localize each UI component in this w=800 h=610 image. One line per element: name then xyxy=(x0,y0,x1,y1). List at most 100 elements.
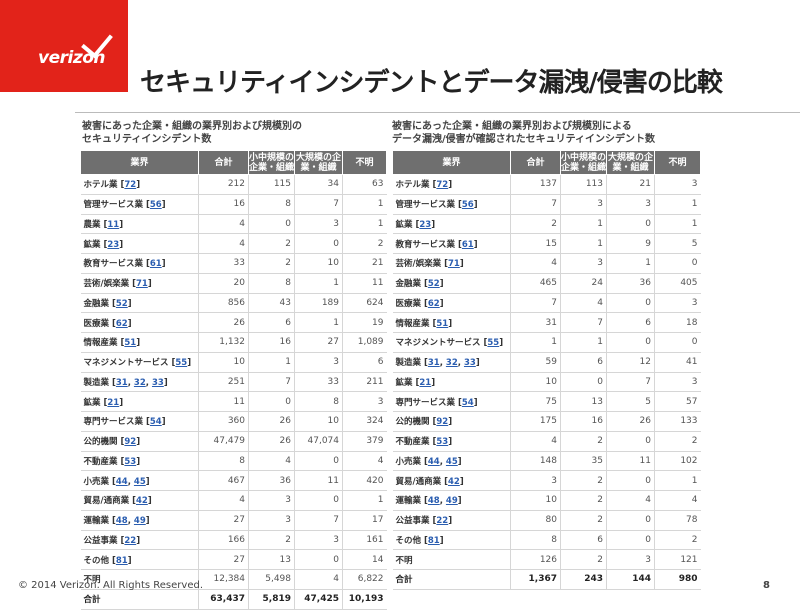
naics-code-link[interactable]: 44 xyxy=(427,456,440,467)
value-cell: 10 xyxy=(294,411,343,432)
industry-cell: 小売業 [44, 45] xyxy=(80,470,199,491)
value-cell: 26 xyxy=(198,312,249,333)
naics-code-link[interactable]: 32 xyxy=(133,377,146,388)
value-cell: 9 xyxy=(606,233,655,254)
value-cell: 2 xyxy=(560,431,607,452)
naics-code-link[interactable]: 11 xyxy=(107,219,120,230)
naics-code-link[interactable]: 56 xyxy=(149,200,162,211)
industry-cell: 医療業 [62] xyxy=(80,312,199,333)
industry-name: 情報産業 xyxy=(83,338,118,349)
naics-code-link[interactable]: 21 xyxy=(107,397,120,408)
page-number: 8 xyxy=(763,580,770,591)
naics-code-link[interactable]: 92 xyxy=(436,417,449,428)
industry-cell: 教育サービス業 [61] xyxy=(392,233,511,254)
value-cell: 26 xyxy=(606,411,655,432)
column-header: 業界 xyxy=(80,150,199,175)
naics-code-link[interactable]: 23 xyxy=(107,239,120,250)
value-cell: 0 xyxy=(294,490,343,511)
naics-code-link[interactable]: 54 xyxy=(149,417,162,428)
naics-code-link[interactable]: 42 xyxy=(447,476,460,487)
naics-code-link[interactable]: 56 xyxy=(461,200,474,211)
industry-cell: 教育サービス業 [61] xyxy=(80,253,199,274)
naics-code-link[interactable]: 44 xyxy=(115,476,128,487)
naics-code-link[interactable]: 52 xyxy=(115,298,128,309)
naics-code-link[interactable]: 33 xyxy=(151,377,164,388)
value-cell: 10 xyxy=(510,490,561,511)
table-row: ホテル業 [72] 212 115 34 63 xyxy=(80,174,387,195)
naics-code-link[interactable]: 45 xyxy=(445,456,458,467)
value-cell: 3 xyxy=(294,352,343,373)
naics-code-link[interactable]: 71 xyxy=(447,259,460,270)
naics-code-link[interactable]: 51 xyxy=(124,338,137,349)
naics-code-link[interactable]: 48 xyxy=(427,496,440,507)
value-cell: 26 xyxy=(248,411,295,432)
naics-code-link[interactable]: 31 xyxy=(427,358,440,369)
industry-cell: 医療業 [62] xyxy=(392,293,511,314)
value-cell: 8 xyxy=(248,194,295,215)
naics-code-link[interactable]: 49 xyxy=(445,496,458,507)
naics-code-link[interactable]: 42 xyxy=(135,496,148,507)
industry-name: 専門サービス業 xyxy=(395,397,456,408)
column-header: 合計 xyxy=(510,150,561,175)
naics-code-link[interactable]: 61 xyxy=(149,259,162,270)
value-cell: 126 xyxy=(510,549,561,570)
value-cell: 16 xyxy=(198,194,249,215)
industry-cell: 合計 xyxy=(80,589,199,610)
table-row: 医療業 [62] 7 4 0 3 xyxy=(392,293,701,314)
naics-code-link[interactable]: 53 xyxy=(436,437,449,448)
naics-code-link[interactable]: 22 xyxy=(124,535,137,546)
value-cell: 4 xyxy=(342,451,387,472)
naics-code-link[interactable]: 72 xyxy=(124,180,137,191)
industry-cell: 不動産業 [53] xyxy=(392,431,511,452)
naics-code-link[interactable]: 22 xyxy=(436,516,449,527)
table-row: 情報産業 [51] 31 7 6 18 xyxy=(392,312,701,333)
value-cell: 4 xyxy=(510,253,561,274)
naics-code-link[interactable]: 53 xyxy=(124,456,137,467)
naics-code-link[interactable]: 54 xyxy=(461,397,474,408)
naics-code-link[interactable]: 49 xyxy=(133,516,146,527)
naics-code-link[interactable]: 31 xyxy=(115,377,128,388)
naics-code-link[interactable]: 61 xyxy=(461,239,474,250)
industry-name: ホテル業 xyxy=(83,180,118,191)
value-cell: 6 xyxy=(248,312,295,333)
value-cell: 1 xyxy=(654,470,701,491)
naics-code-link[interactable]: 45 xyxy=(133,476,146,487)
naics-code-link[interactable]: 51 xyxy=(436,318,449,329)
naics-code-link[interactable]: 62 xyxy=(427,298,440,309)
table-row: 公益事業 [22] 80 2 0 78 xyxy=(392,510,701,531)
naics-code-link[interactable]: 52 xyxy=(427,279,440,290)
value-cell: 0 xyxy=(654,253,701,274)
value-cell: 212 xyxy=(198,174,249,195)
value-cell: 3 xyxy=(606,194,655,215)
naics-code-link[interactable]: 33 xyxy=(463,358,476,369)
naics-code-link[interactable]: 92 xyxy=(124,437,137,448)
value-cell: 211 xyxy=(342,372,387,393)
naics-code-link[interactable]: 81 xyxy=(427,535,440,546)
value-cell: 21 xyxy=(342,253,387,274)
table-row: 不明 12,384 5,498 4 6,822 xyxy=(80,569,387,590)
naics-code-link[interactable]: 81 xyxy=(115,555,128,566)
table-row: マネジメントサービス [55] 10 1 3 6 xyxy=(80,352,387,373)
industry-cell: その他 [81] xyxy=(392,530,511,551)
value-cell: 1 xyxy=(342,490,387,511)
value-cell: 80 xyxy=(510,510,561,531)
industry-cell: 鉱業 [21] xyxy=(80,391,199,412)
value-cell: 13 xyxy=(560,391,607,412)
naics-code-link[interactable]: 32 xyxy=(445,358,458,369)
naics-code-link[interactable]: 71 xyxy=(135,279,148,290)
value-cell: 5 xyxy=(606,391,655,412)
value-cell: 57 xyxy=(654,391,701,412)
value-cell: 251 xyxy=(198,372,249,393)
naics-code-link[interactable]: 23 xyxy=(419,219,432,230)
value-cell: 980 xyxy=(654,569,701,590)
naics-code-link[interactable]: 21 xyxy=(419,377,432,388)
naics-code-link[interactable]: 62 xyxy=(115,318,128,329)
industry-cell: 情報産業 [51] xyxy=(80,332,199,353)
left-table-caption: 被害にあった企業・組織の業界別および規模別の セキュリティインシデント数 xyxy=(82,121,302,145)
naics-code-link[interactable]: 48 xyxy=(115,516,128,527)
industry-name: マネジメントサービス xyxy=(395,338,481,349)
naics-code-link[interactable]: 55 xyxy=(175,358,188,369)
value-cell: 3 xyxy=(248,490,295,511)
naics-code-link[interactable]: 72 xyxy=(436,180,449,191)
naics-code-link[interactable]: 55 xyxy=(487,338,500,349)
